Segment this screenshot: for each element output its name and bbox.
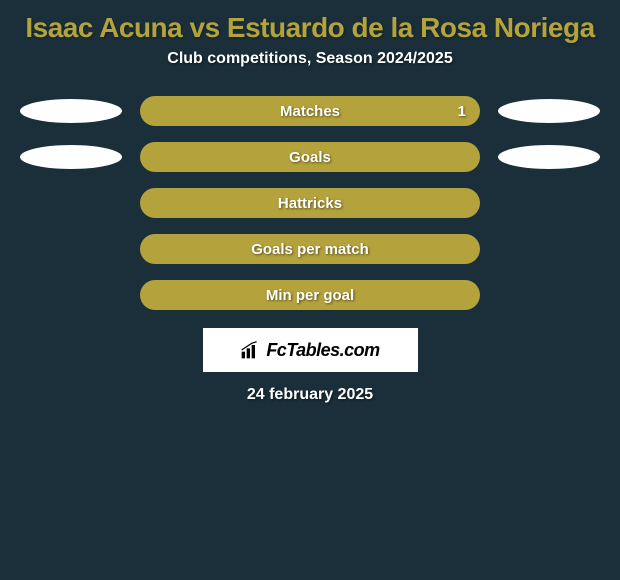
spacer [20,283,122,307]
spacer [20,191,122,215]
player-left-marker [20,145,122,169]
stat-value: 1 [458,103,466,120]
stat-row: Hattricks [0,188,620,218]
stat-bar: Min per goal [140,280,480,310]
spacer [498,283,600,307]
stat-bar: Goals per match [140,234,480,264]
stat-label: Matches [280,103,340,120]
bar-chart-icon [240,340,260,360]
player-right-marker [498,99,600,123]
brand-logo: FcTables.com [203,328,418,372]
stat-row: Matches 1 [0,96,620,126]
stat-label: Hattricks [278,195,342,212]
page-title: Isaac Acuna vs Estuardo de la Rosa Norie… [0,0,620,50]
player-left-marker [20,99,122,123]
stat-bar: Matches 1 [140,96,480,126]
stat-label: Goals [289,149,331,166]
date-label: 24 february 2025 [0,386,620,404]
stat-label: Goals per match [251,241,369,258]
stat-row: Goals per match [0,234,620,264]
stat-row: Min per goal [0,280,620,310]
spacer [20,237,122,261]
spacer [498,191,600,215]
stat-label: Min per goal [266,287,354,304]
subtitle: Club competitions, Season 2024/2025 [0,50,620,68]
brand-text: FcTables.com [266,340,379,361]
stat-bar: Hattricks [140,188,480,218]
player-right-marker [498,145,600,169]
stats-rows: Matches 1 Goals Hattricks Goals per match Min… [0,96,620,310]
stat-row: Goals [0,142,620,172]
comparison-card: Isaac Acuna vs Estuardo de la Rosa Norie… [0,0,620,580]
spacer [498,237,600,261]
stat-bar: Goals [140,142,480,172]
